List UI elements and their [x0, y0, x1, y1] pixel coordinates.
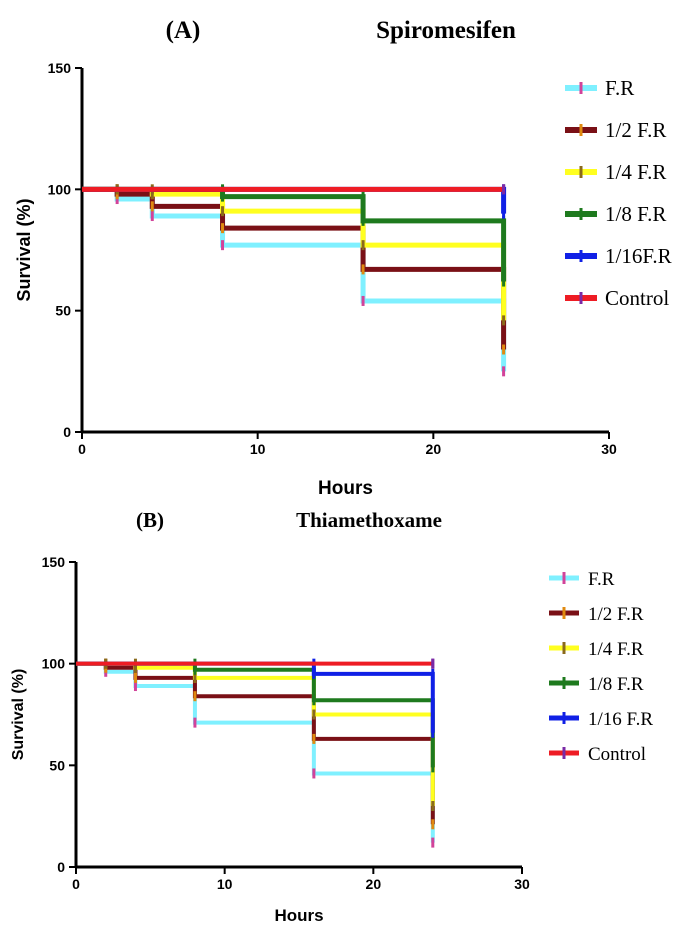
- legend-label: Control: [605, 286, 669, 310]
- series-1-2-f-r: [76, 658, 435, 830]
- x-tick-label: 30: [601, 441, 617, 457]
- x-tick-label: 30: [514, 876, 530, 892]
- legend-label: F.R: [605, 76, 634, 100]
- series-f-r: [76, 658, 435, 848]
- y-tick-label: 0: [57, 859, 65, 875]
- legend-entry: 1/2 F.R: [565, 118, 666, 142]
- y-tick-label: 100: [42, 656, 66, 672]
- legend-entry: 1/4 F.R: [549, 639, 644, 660]
- legend-label: Control: [588, 744, 646, 765]
- legend-entry: 1/2 F.R: [549, 604, 644, 625]
- legend-entry: 1/8 F.R: [549, 674, 644, 695]
- y-tick-label: 150: [48, 60, 72, 76]
- panel-label: (B): [136, 508, 164, 532]
- y-axis-label: Survival (%): [10, 669, 27, 761]
- series-1-4-f-r: [76, 658, 435, 811]
- series-1-4-f-r: [82, 184, 507, 326]
- x-axis-label: Hours: [274, 906, 323, 925]
- y-tick-label: 0: [63, 424, 71, 440]
- series-control: [82, 184, 506, 195]
- legend-label: 1/4 F.R: [605, 160, 666, 184]
- x-tick-label: 0: [78, 441, 86, 457]
- y-tick-label: 100: [48, 181, 72, 197]
- x-tick-label: 20: [426, 441, 442, 457]
- legend-entry: 1/4 F.R: [565, 160, 666, 184]
- panel-label: (A): [166, 17, 201, 44]
- legend-entry: 1/16F.R: [565, 244, 672, 268]
- chart-title: Spiromesifen: [376, 17, 516, 44]
- x-axis-label: Hours: [318, 478, 373, 499]
- panel-a: (A) Spiromesifen 0 10 20 30 0 50 100 150 Hours Surv…: [14, 17, 672, 499]
- survival-curve: [76, 661, 435, 843]
- legend-entry: Control: [549, 744, 646, 765]
- y-tick-label: 50: [49, 757, 65, 773]
- legend-entry: 1/8 F.R: [565, 202, 666, 226]
- series-control: [76, 658, 435, 669]
- legend-label: 1/2 F.R: [605, 118, 666, 142]
- legend-label: 1/2 F.R: [588, 604, 644, 625]
- legend-entry: 1/16 F.R: [549, 709, 653, 730]
- legend-label: 1/8 F.R: [588, 674, 644, 695]
- chart-title: Thiamethoxame: [296, 508, 442, 532]
- legend-label: F.R: [588, 569, 615, 590]
- legend-entry: F.R: [565, 76, 634, 100]
- y-tick-label: 50: [55, 303, 71, 319]
- y-tick-label: 150: [42, 554, 66, 570]
- panel-b: (B) Thiamethoxame 0 10 20 30 0 50 100 150 Hours Sur…: [10, 508, 653, 925]
- x-tick-label: 20: [366, 876, 382, 892]
- x-tick-label: 0: [72, 876, 80, 892]
- legend-entry: Control: [565, 286, 669, 310]
- legend-label: 1/4 F.R: [588, 639, 644, 660]
- survival-curve: [76, 661, 435, 806]
- x-tick-label: 10: [250, 441, 266, 457]
- legend-label: 1/16F.R: [605, 244, 672, 268]
- y-axis-label: Survival (%): [14, 198, 34, 301]
- legend-entry: F.R: [549, 569, 615, 590]
- x-tick-label: 10: [217, 876, 233, 892]
- legend-label: 1/16 F.R: [588, 709, 653, 730]
- survival-curve: [76, 661, 435, 825]
- legend-label: 1/8 F.R: [605, 202, 666, 226]
- survival-curve: [82, 186, 507, 372]
